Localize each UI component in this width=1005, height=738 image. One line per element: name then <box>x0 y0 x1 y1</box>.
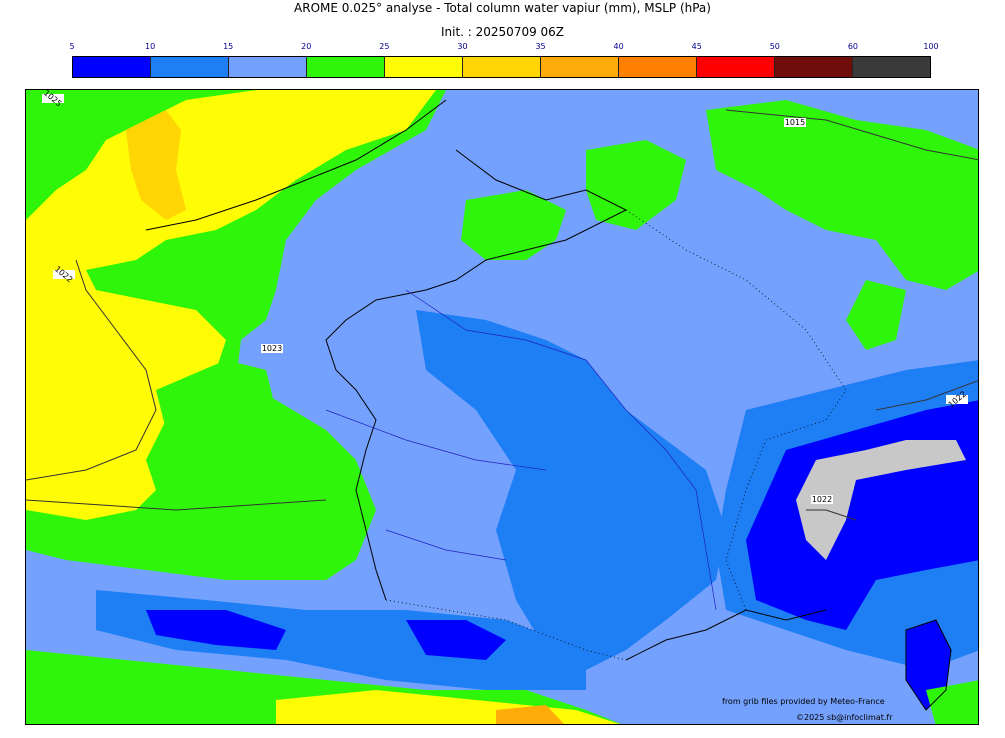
colorbar <box>72 56 931 78</box>
colorbar-tick-label: 10 <box>144 42 156 51</box>
field-25-30-atlantic <box>26 90 436 520</box>
field-30-35-patch <box>126 110 186 220</box>
colorbar-segment <box>307 57 385 77</box>
colorbar-tick-label: 25 <box>379 42 390 51</box>
colorbar-tick-label: 15 <box>223 42 234 51</box>
colorbar-tick-label: 5 <box>69 42 75 51</box>
isobar-lines <box>26 109 978 521</box>
colorbar-segment <box>151 57 229 77</box>
field-20-25-coast <box>156 360 276 450</box>
colorbar-segment <box>619 57 697 77</box>
coastline-britain <box>145 99 447 231</box>
field-10-15-central <box>416 310 726 670</box>
field-35-40-spain <box>496 705 565 724</box>
colorbar-segment <box>229 57 307 77</box>
coastline-france <box>325 149 628 601</box>
colorbar-tick-label: 100 <box>923 42 939 51</box>
map-panel: 1025 1022 1023 1015 1022 1022 <box>25 89 979 725</box>
colorbar-segment <box>463 57 541 77</box>
field-20-25-channel <box>461 190 566 260</box>
isobar-label-3: 1023 <box>261 344 283 353</box>
field-20-25-southeast <box>926 680 978 724</box>
colorbar-tick-label: 20 <box>301 42 312 51</box>
coastline-mediterranean <box>625 609 827 661</box>
field-20-25-benelux <box>586 140 686 230</box>
field-20-25-north <box>706 100 978 290</box>
map-title: AROME 0.025° analyse - Total column wate… <box>294 1 711 15</box>
field-20-25-rhine <box>846 280 906 350</box>
svg-text:1022: 1022 <box>812 495 832 504</box>
colorbar-segment <box>775 57 853 77</box>
colorbar-tick-label: 30 <box>457 42 468 51</box>
colorbar-tick-label: 50 <box>769 42 780 51</box>
field-5-10-pyrenees-east <box>406 620 506 660</box>
colorbar-tick-label: 60 <box>847 42 858 51</box>
colorbar-segment <box>697 57 775 77</box>
init-time: Init. : 20250709 06Z <box>440 25 565 39</box>
field-below-5-alps <box>796 440 966 560</box>
coastline-corsica <box>905 619 952 711</box>
weather-map: 1025 1022 1023 1015 1022 1022 <box>26 90 978 724</box>
colorbar-segment <box>853 57 930 77</box>
colorbar-tick-label: 40 <box>613 42 624 51</box>
svg-text:1023: 1023 <box>262 344 282 353</box>
rivers <box>325 289 717 611</box>
field-5-10-pyrenees <box>146 610 286 650</box>
isobar-label-4: 1015 <box>784 118 806 127</box>
svg-text:1015: 1015 <box>785 118 805 127</box>
colorbar-tick-label: 45 <box>691 42 702 51</box>
colorbar-segment <box>73 57 151 77</box>
data-credit: from grib files provided by Meteo-France <box>722 697 885 706</box>
border-lines <box>385 209 847 661</box>
colorbar-tick-label: 35 <box>535 42 546 51</box>
isobar-label-6: 1022 <box>811 495 833 504</box>
colorbar-segment <box>385 57 463 77</box>
copyright-credit: ©2025 sb@infoclimat.fr <box>796 713 893 722</box>
colorbar-segment <box>541 57 619 77</box>
